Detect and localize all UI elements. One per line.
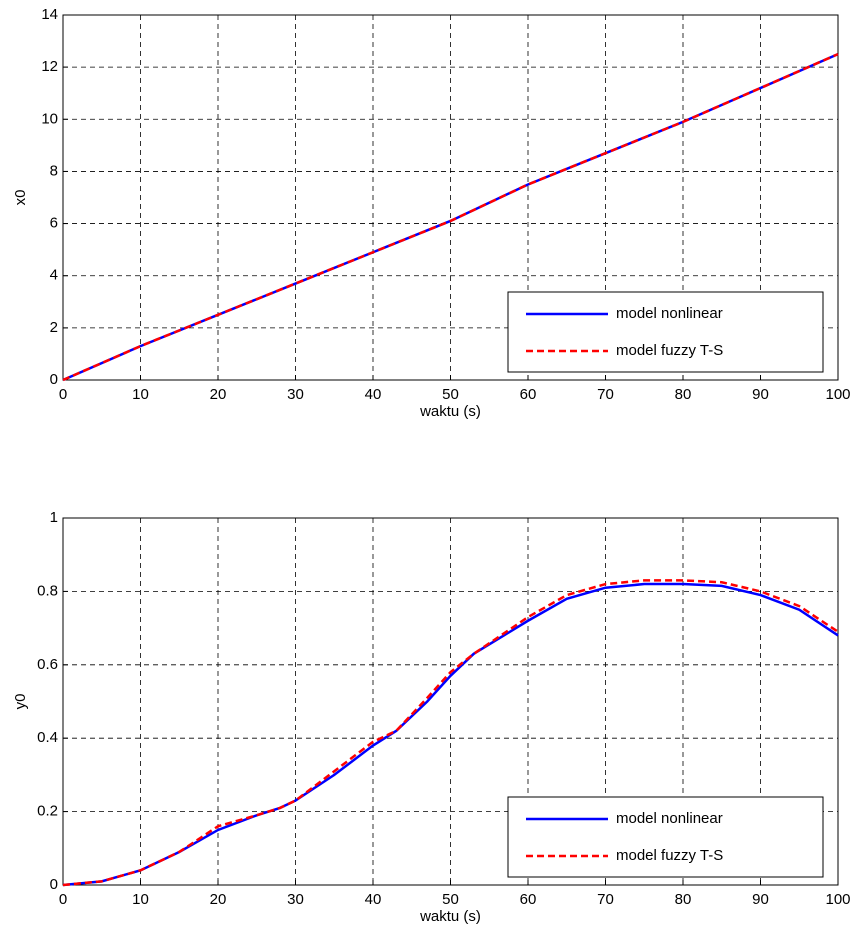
y-tick-label: 2 — [50, 319, 58, 336]
x-tick-label: 10 — [132, 891, 149, 908]
y-tick-label: 6 — [50, 215, 58, 232]
x-axis-label: waktu (s) — [419, 403, 481, 420]
x-axis-label: waktu (s) — [419, 908, 481, 925]
x-tick-label: 30 — [287, 386, 304, 403]
x-tick-label: 80 — [675, 386, 692, 403]
x-tick-label: 60 — [520, 891, 537, 908]
x-tick-label: 40 — [365, 386, 382, 403]
y-axis-label: x0 — [12, 190, 29, 206]
legend-label: model nonlinear — [616, 810, 723, 827]
y-tick-label: 10 — [41, 110, 58, 127]
legend-label: model fuzzy T-S — [616, 847, 723, 864]
x-tick-label: 50 — [442, 386, 459, 403]
y-tick-label: 0 — [50, 876, 58, 893]
y-tick-label: 4 — [50, 267, 58, 284]
y-axis-label: y0 — [12, 694, 29, 710]
x-tick-label: 40 — [365, 891, 382, 908]
y-tick-label: 0.4 — [37, 729, 58, 746]
x-tick-label: 90 — [752, 891, 769, 908]
legend-label: model fuzzy T-S — [616, 342, 723, 359]
figure: 010203040506070809010002468101214waktu (… — [0, 0, 859, 941]
x-tick-label: 70 — [597, 891, 614, 908]
y-tick-label: 8 — [50, 162, 58, 179]
x-tick-label: 100 — [825, 386, 850, 403]
y-tick-label: 1 — [50, 509, 58, 526]
x-tick-label: 60 — [520, 386, 537, 403]
x-tick-label: 80 — [675, 891, 692, 908]
legend-label: model nonlinear — [616, 305, 723, 322]
y-tick-label: 0 — [50, 371, 58, 388]
x-tick-label: 30 — [287, 891, 304, 908]
x-tick-label: 90 — [752, 386, 769, 403]
y-tick-label: 0.6 — [37, 656, 58, 673]
x-tick-label: 0 — [59, 386, 67, 403]
x-tick-label: 50 — [442, 891, 459, 908]
y-tick-label: 0.8 — [37, 582, 58, 599]
x-tick-label: 0 — [59, 891, 67, 908]
x-tick-label: 70 — [597, 386, 614, 403]
y-tick-label: 0.2 — [37, 803, 58, 820]
x-tick-label: 20 — [210, 386, 227, 403]
y-tick-label: 14 — [41, 6, 58, 23]
x-tick-label: 10 — [132, 386, 149, 403]
x-tick-label: 100 — [825, 891, 850, 908]
y-tick-label: 12 — [41, 58, 58, 75]
x-tick-label: 20 — [210, 891, 227, 908]
